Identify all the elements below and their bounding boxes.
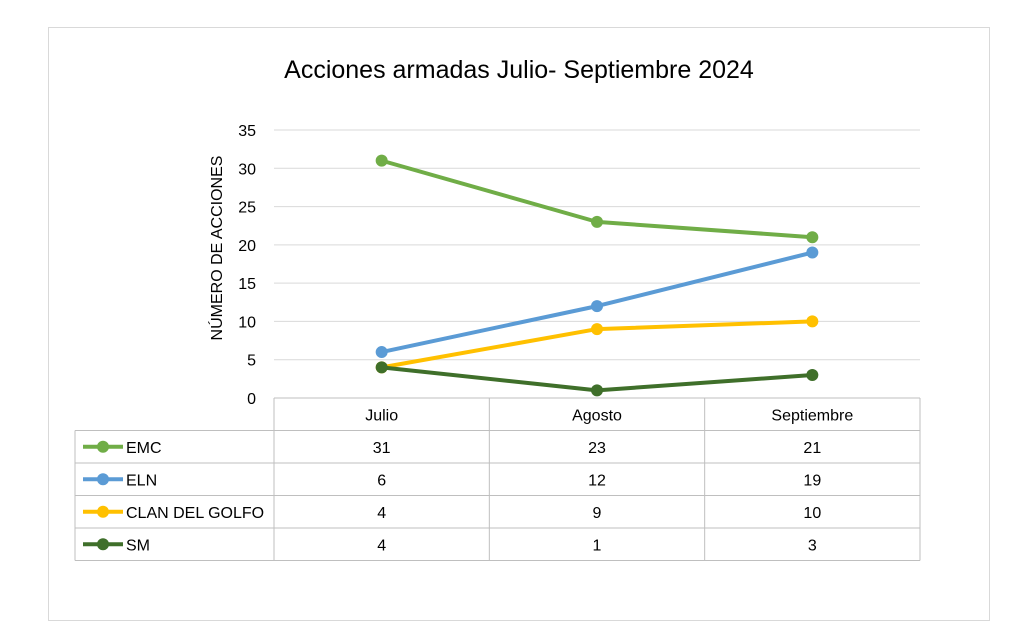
y-tick-label: 0 — [247, 391, 256, 408]
legend-key-marker — [97, 538, 109, 551]
y-axis-title: NÚMERO DE ACCIONES — [207, 156, 226, 341]
y-tick-label: 5 — [247, 353, 256, 370]
legend-label: CLAN DEL GOLFO — [126, 505, 264, 522]
table-value: 23 — [588, 440, 606, 457]
data-point — [806, 315, 819, 328]
data-point — [591, 323, 603, 336]
data-point — [806, 231, 819, 244]
data-point — [806, 246, 819, 259]
data-point — [375, 361, 388, 374]
table-value: 1 — [593, 537, 602, 554]
y-tick-label: 20 — [238, 238, 256, 255]
y-tick-label: 10 — [238, 314, 256, 331]
x-category-label: Septiembre — [771, 407, 853, 424]
y-tick-label: 15 — [238, 276, 256, 293]
y-tick-label: 25 — [238, 200, 256, 217]
legend-key-marker — [97, 440, 109, 453]
table-value: 3 — [808, 537, 817, 554]
y-tick-label: 35 — [238, 123, 256, 140]
legend-label: SM — [126, 537, 150, 554]
y-axis-ticks: 0 5 10 15 20 25 30 35 — [238, 123, 256, 408]
chart-title: Acciones armadas Julio- Septiembre 2024 — [284, 56, 754, 84]
table-value: 4 — [377, 505, 386, 522]
table-value: 10 — [803, 505, 821, 522]
x-category-label: Julio — [365, 407, 398, 424]
table-value: 21 — [803, 440, 821, 457]
table-value: 19 — [803, 472, 821, 489]
x-category-label: Agosto — [572, 407, 622, 424]
legend-key-marker — [97, 505, 109, 518]
table-value: 6 — [377, 472, 386, 489]
table-value: 4 — [377, 537, 386, 554]
data-point — [375, 346, 388, 359]
data-point — [806, 369, 819, 382]
series-lines — [375, 154, 819, 397]
data-point — [591, 384, 603, 397]
legend-key-marker — [97, 473, 109, 486]
data-point — [591, 300, 603, 313]
table-value: 9 — [593, 505, 602, 522]
legend-label: EMC — [126, 440, 162, 457]
data-point — [375, 154, 388, 167]
data-point — [591, 215, 603, 228]
y-tick-label: 30 — [238, 161, 256, 178]
legend-label: ELN — [126, 472, 157, 489]
table-value: 31 — [373, 440, 391, 457]
table-value: 12 — [588, 472, 606, 489]
